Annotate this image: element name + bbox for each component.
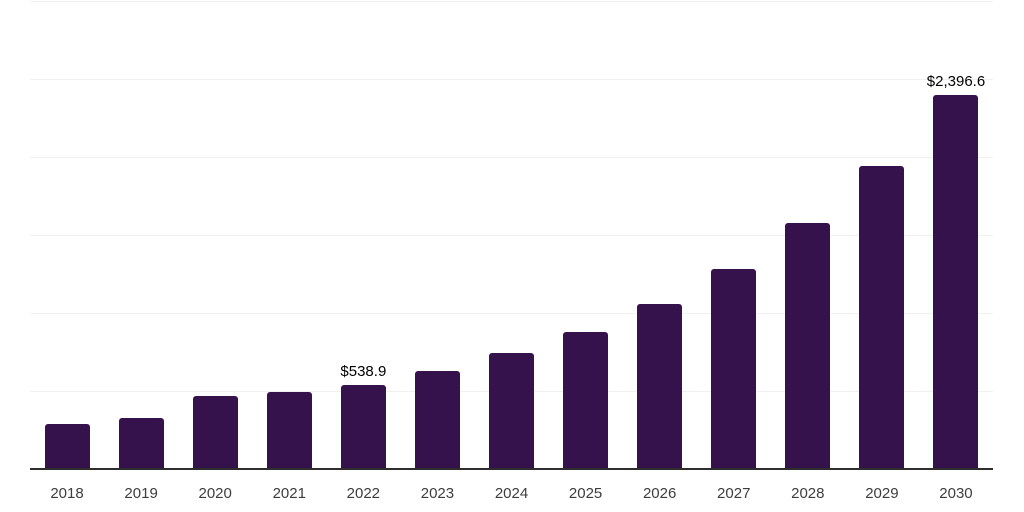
bar-group-2030: $2,396.6	[919, 1, 993, 469]
x-axis-labels: 2018 2019 2020 2021 2022 2023 2024 2025 2026 2027…	[30, 485, 993, 502]
bar-group-2026	[623, 1, 697, 469]
bar-group-2024	[474, 1, 548, 469]
x-tick-label-2029: 2029	[865, 485, 899, 502]
bar-2026[interactable]	[637, 303, 683, 469]
bar-value-label-2022: $538.9	[340, 362, 387, 380]
bar-2029[interactable]	[859, 165, 905, 469]
bar-group-2028	[771, 1, 845, 469]
bar-group-2022: $538.9	[326, 1, 400, 469]
bar-2023[interactable]	[414, 370, 460, 469]
gridline-1000	[30, 313, 993, 314]
x-tick-label-2018: 2018	[50, 485, 84, 502]
bar-2020[interactable]	[192, 396, 238, 469]
bar-2025[interactable]	[563, 331, 609, 469]
bar-group-2027	[697, 1, 771, 469]
bar-group-2021	[252, 1, 326, 469]
bar-2027[interactable]	[711, 268, 757, 469]
bar-group-2019	[104, 1, 178, 469]
bar-2030[interactable]	[933, 95, 979, 469]
bar-2019[interactable]	[118, 418, 164, 469]
gridline-3000	[30, 1, 993, 2]
x-tick-label-2026: 2026	[642, 485, 677, 502]
gridline-2500	[30, 79, 993, 80]
x-tick-label-2021: 2021	[272, 485, 306, 502]
x-tick-label-2030: 2030	[939, 485, 973, 502]
bar-value-label-2030: $2,396.6	[926, 73, 986, 91]
plot-area: $538.9 $2,396.6	[30, 1, 993, 469]
x-tick-label-2020: 2020	[198, 485, 232, 502]
gridline-1500	[30, 235, 993, 236]
bar-2018[interactable]	[44, 423, 90, 469]
bar-2021[interactable]	[266, 391, 312, 469]
bar-group-2029	[845, 1, 919, 469]
bar-group-2025	[549, 1, 623, 469]
x-tick-label-2022: 2022	[346, 485, 381, 502]
x-tick-label-2025: 2025	[568, 485, 603, 502]
x-tick-label-2019: 2019	[124, 485, 158, 502]
x-tick-label-2024: 2024	[494, 485, 529, 502]
x-axis-line	[30, 468, 993, 470]
bar-2028[interactable]	[785, 223, 831, 469]
bars-container: $538.9 $2,396.6	[30, 1, 993, 469]
x-tick-label-2023: 2023	[420, 485, 455, 502]
bar-group-2020	[178, 1, 252, 469]
x-tick-label-2027: 2027	[717, 485, 751, 502]
gridline-2000	[30, 157, 993, 158]
bar-2022[interactable]	[340, 384, 386, 469]
bar-2024[interactable]	[489, 352, 534, 469]
bar-group-2023	[400, 1, 474, 469]
x-tick-label-2028: 2028	[791, 485, 825, 502]
bar-group-2018	[30, 1, 104, 469]
